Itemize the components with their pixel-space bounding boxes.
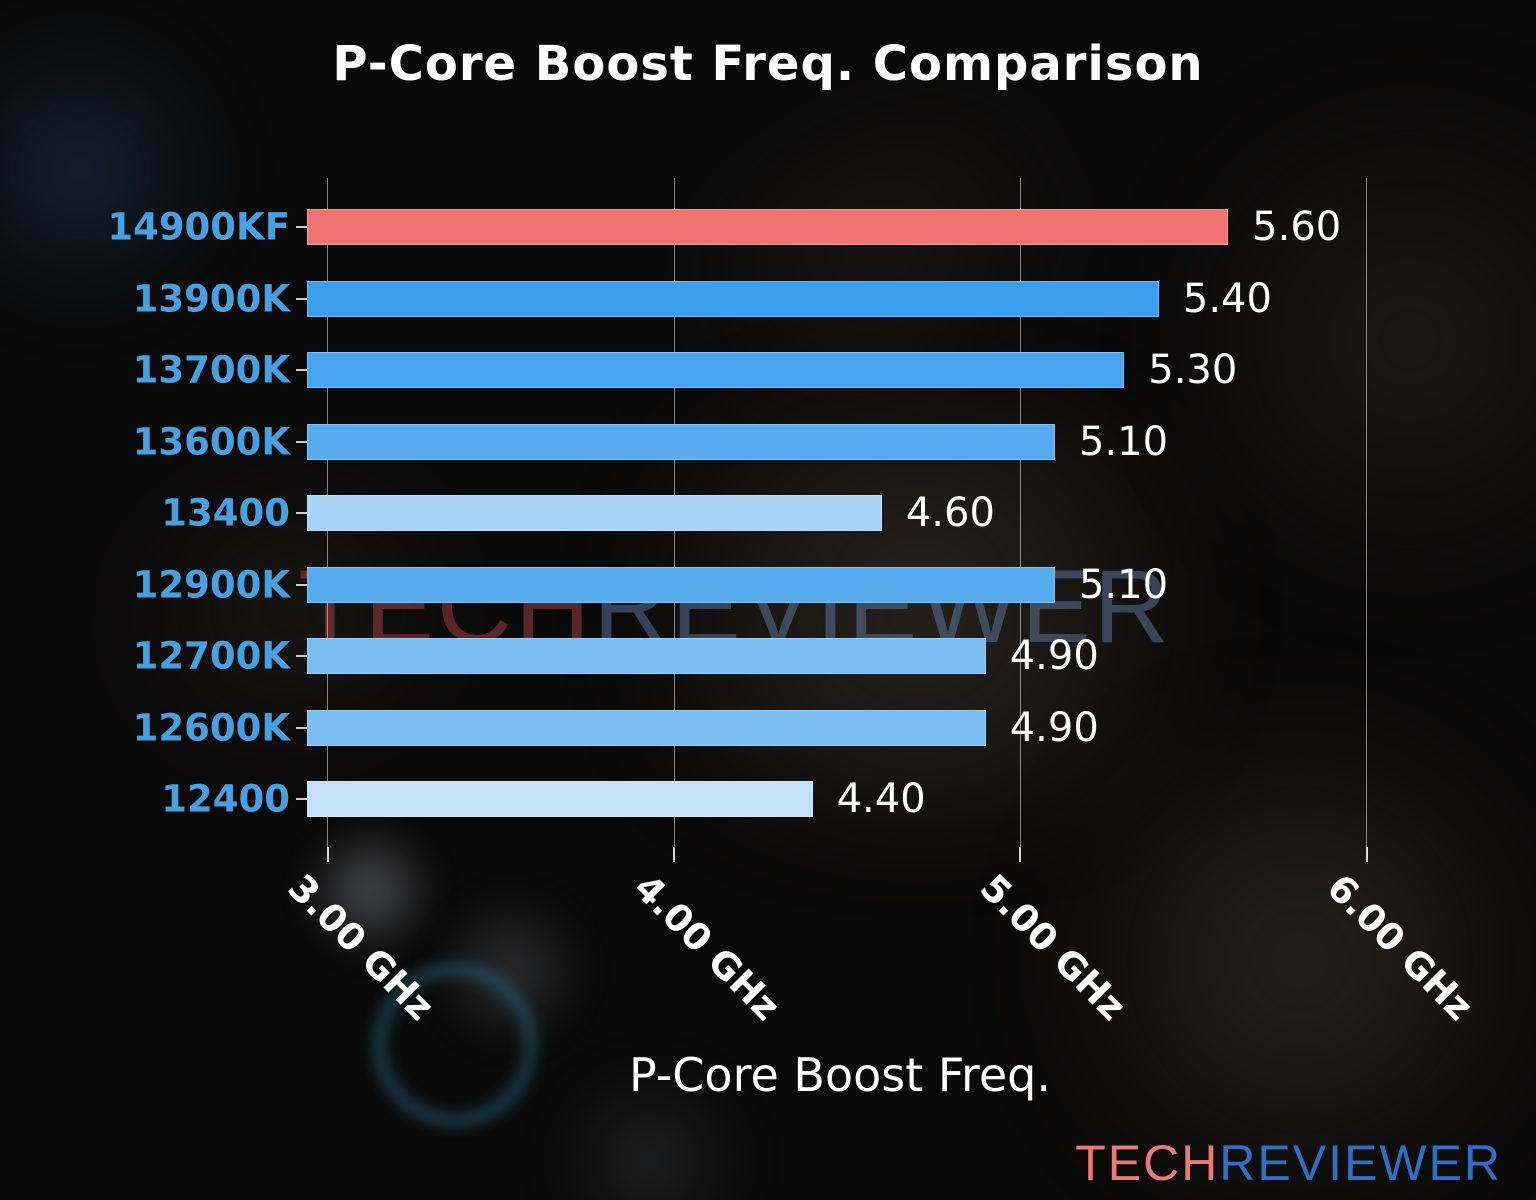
background-blob bbox=[1180, 60, 1536, 620]
x-axis-label: P-Core Boost Freq. bbox=[628, 1048, 1052, 1102]
y-axis-tick-mark bbox=[296, 226, 307, 228]
y-axis-tick-mark bbox=[296, 798, 307, 800]
logo-reviewer: REVIEWER bbox=[1219, 1135, 1502, 1191]
value-label: 4.40 bbox=[836, 776, 926, 822]
y-axis-tick-mark bbox=[296, 440, 307, 443]
value-label: 5.10 bbox=[1079, 561, 1169, 608]
x-axis-tick-mark bbox=[673, 847, 676, 862]
grid-line bbox=[1366, 178, 1368, 847]
category-label: 14900KF bbox=[107, 205, 290, 249]
background-blob bbox=[1020, 700, 1536, 1200]
category-label: 13400 bbox=[161, 491, 290, 535]
category-label: 13600K bbox=[132, 420, 290, 463]
logo-tech: TECH bbox=[1075, 1135, 1220, 1191]
value-label: 5.60 bbox=[1252, 204, 1342, 250]
value-label: 4.90 bbox=[1009, 633, 1099, 679]
y-axis-tick-mark bbox=[296, 369, 307, 371]
x-axis-tick-mark bbox=[326, 847, 329, 862]
background-bokeh bbox=[300, 820, 440, 960]
bar bbox=[307, 495, 882, 531]
category-label: 12700K bbox=[132, 634, 290, 678]
value-label: 4.60 bbox=[905, 490, 995, 536]
y-axis-tick-mark bbox=[296, 583, 307, 586]
value-label: 5.40 bbox=[1182, 275, 1272, 322]
bar bbox=[307, 280, 1159, 317]
category-label: 12400 bbox=[161, 777, 290, 821]
background-bokeh-ring bbox=[370, 960, 540, 1130]
bar bbox=[307, 423, 1055, 460]
bar bbox=[307, 709, 986, 746]
background-bokeh bbox=[430, 890, 590, 1050]
value-label: 5.30 bbox=[1148, 347, 1238, 393]
category-label: 12600K bbox=[132, 706, 290, 749]
bar bbox=[307, 638, 986, 674]
y-axis-tick-mark bbox=[296, 297, 307, 300]
x-axis-tick-mark bbox=[1365, 847, 1368, 862]
category-label: 13700K bbox=[132, 348, 290, 392]
x-axis-tick-mark bbox=[1019, 847, 1022, 862]
bar bbox=[307, 352, 1125, 388]
y-axis-tick-mark bbox=[296, 726, 307, 729]
brand-logo: TECHREVIEWER bbox=[1075, 1134, 1502, 1192]
chart-title: P-Core Boost Freq. Comparison bbox=[332, 36, 1204, 92]
value-label: 5.10 bbox=[1079, 418, 1169, 465]
category-label: 13900K bbox=[132, 277, 290, 320]
y-axis-tick-mark bbox=[296, 655, 307, 657]
grid-line bbox=[1019, 178, 1021, 847]
plot-area: 3.00 GHz 4.00 GHz 5.00 GHz 6.00 GHz 14900KF 5… bbox=[107, 178, 1490, 1029]
category-label: 12900K bbox=[132, 563, 290, 606]
bar bbox=[307, 566, 1055, 603]
y-axis-tick-mark bbox=[296, 512, 307, 514]
bar bbox=[307, 209, 1229, 245]
bar bbox=[307, 781, 813, 817]
value-label: 4.90 bbox=[1009, 704, 1099, 751]
